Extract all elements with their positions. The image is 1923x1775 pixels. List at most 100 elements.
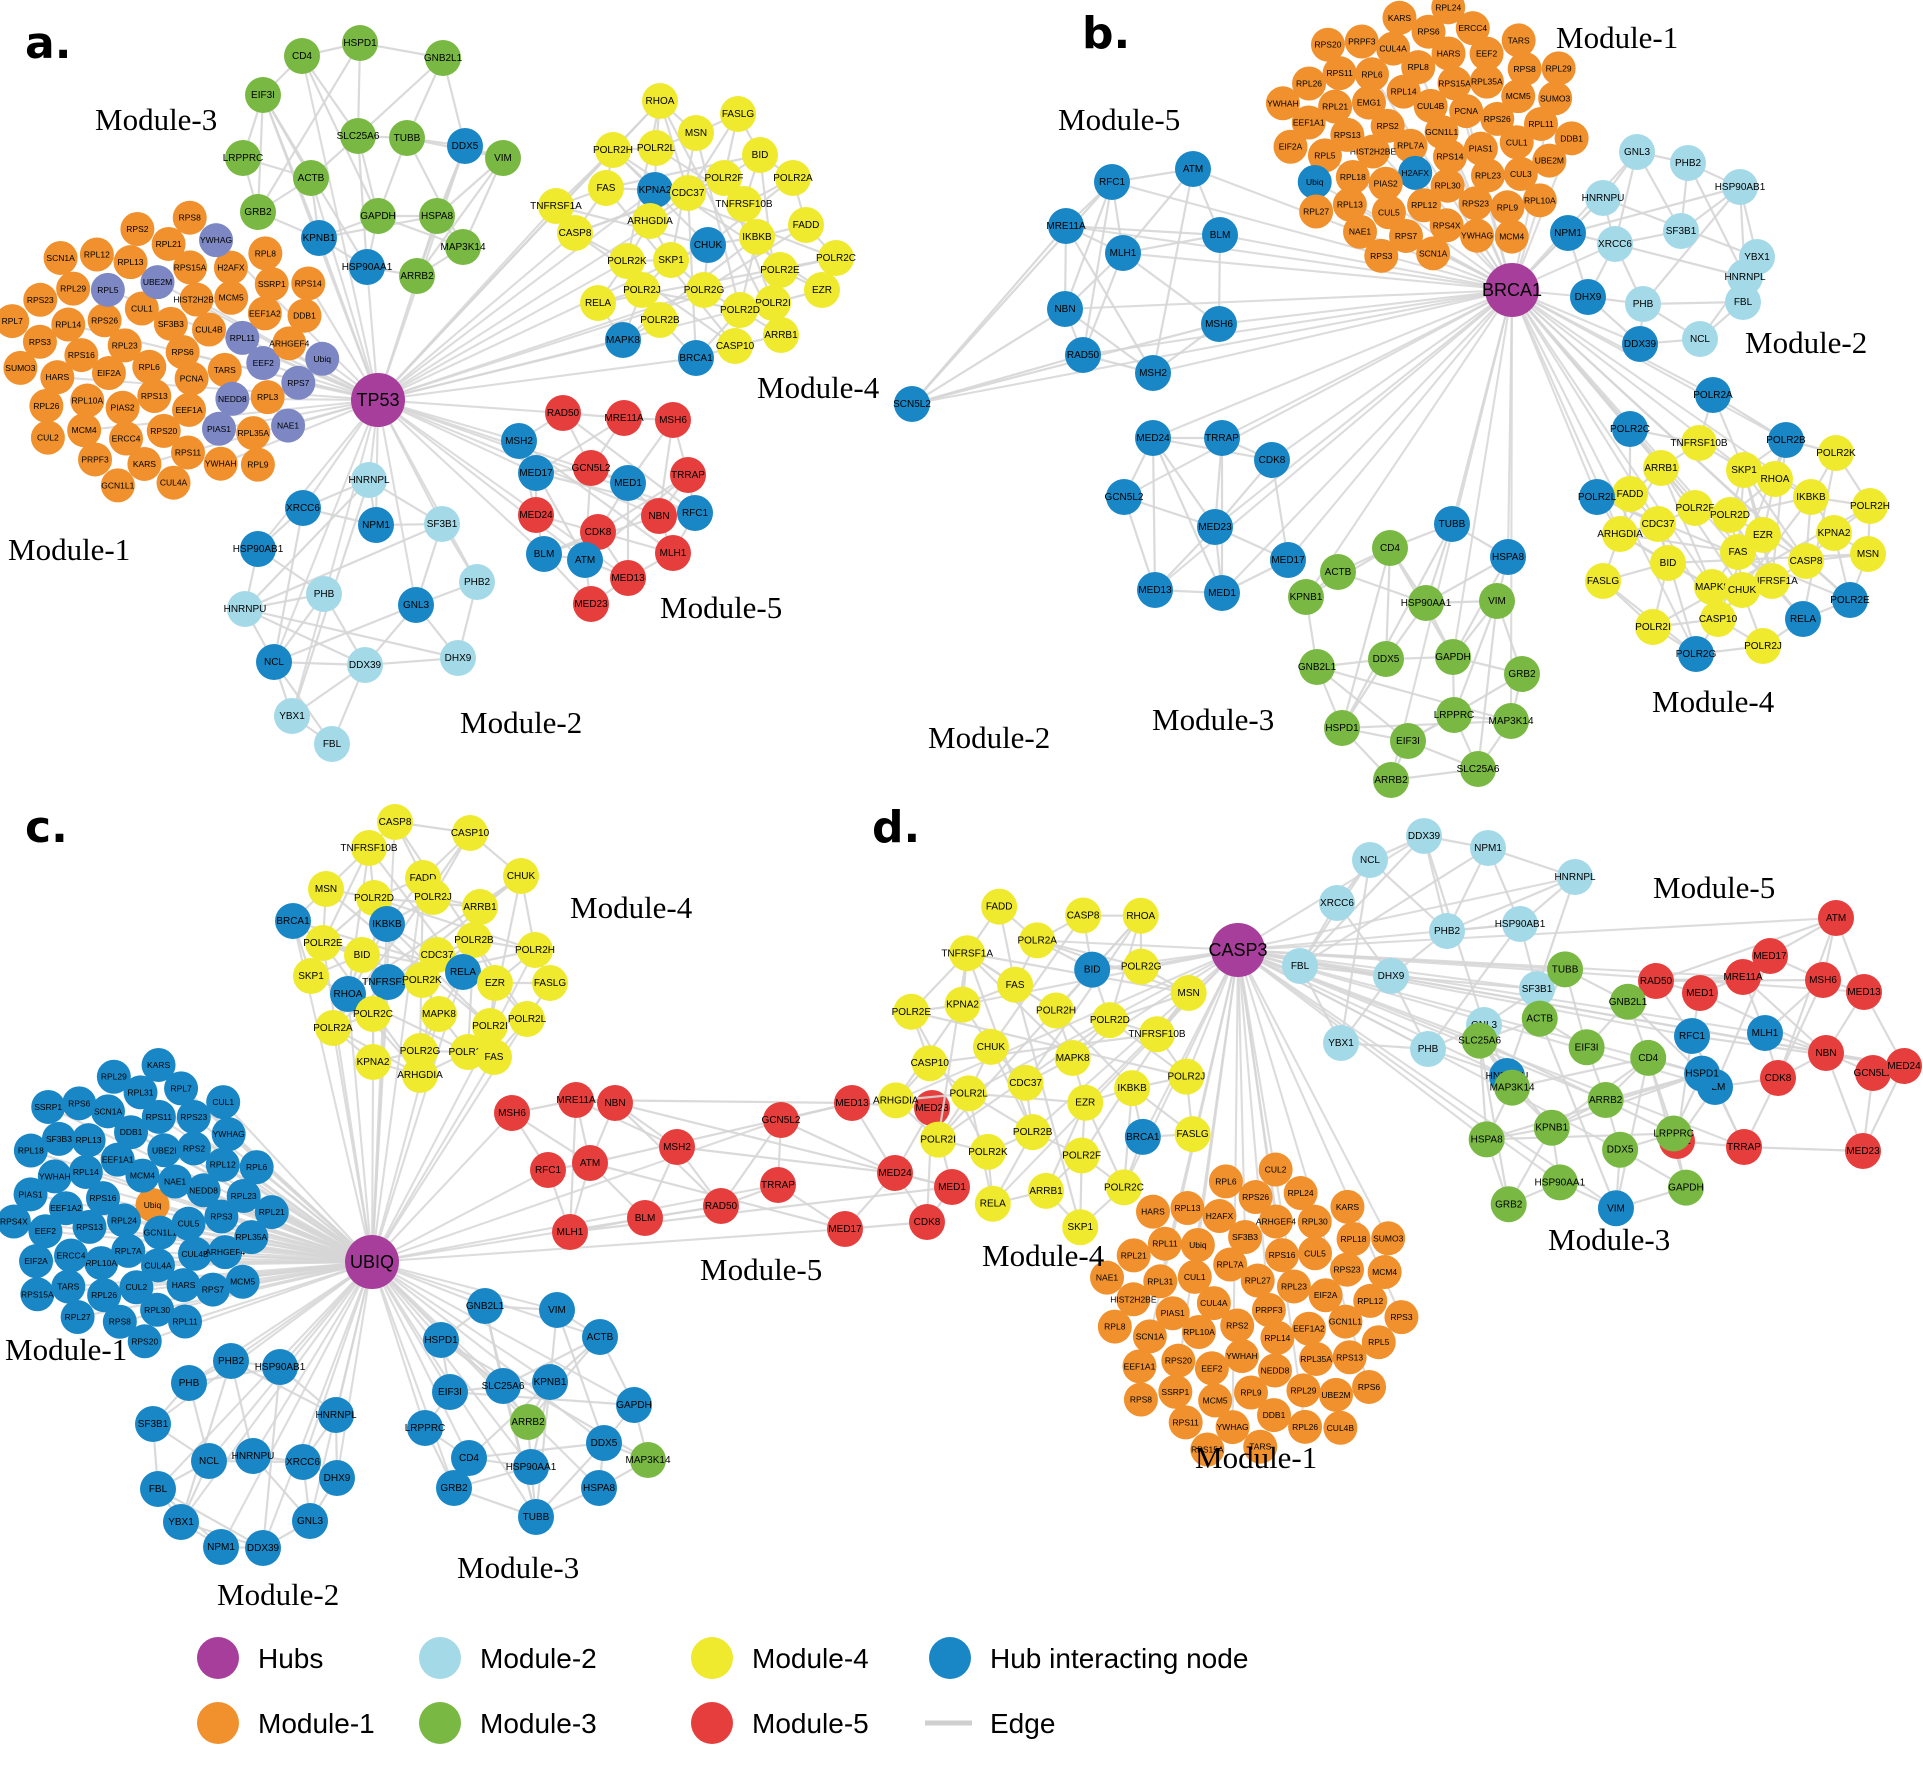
node-circle-FBL[interactable] bbox=[140, 1471, 176, 1507]
node-IKBKB[interactable]: IKBKB bbox=[369, 906, 405, 942]
node-circle-MSN[interactable] bbox=[1850, 536, 1886, 572]
node-CUL4A[interactable]: CUL4A bbox=[1376, 31, 1411, 66]
node-circle-CDK8[interactable] bbox=[1254, 442, 1290, 478]
hub-node-CASP3[interactable] bbox=[1211, 923, 1265, 977]
node-circle-RPL14[interactable] bbox=[68, 1154, 103, 1189]
node-circle-RPL11[interactable] bbox=[1147, 1226, 1182, 1261]
node-POLR2G[interactable]: POLR2G bbox=[1676, 636, 1717, 672]
node-circle-GRB2[interactable] bbox=[436, 1470, 472, 1506]
node-circle-TARS[interactable] bbox=[1243, 1429, 1278, 1464]
node-TRRAP[interactable]: TRRAP bbox=[670, 457, 706, 493]
node-circle-MSN[interactable] bbox=[678, 115, 714, 151]
node-HNRNPL[interactable]: HNRNPL bbox=[348, 462, 390, 498]
node-CHUK[interactable]: CHUK bbox=[972, 1028, 1009, 1065]
node-circle-GCN5L2[interactable] bbox=[1855, 1055, 1891, 1091]
node-circle-RAD50[interactable] bbox=[1065, 337, 1101, 373]
node-RPL14[interactable]: RPL14 bbox=[1260, 1320, 1295, 1355]
node-circle-KPNA2[interactable] bbox=[355, 1044, 391, 1080]
node-circle-FAS[interactable] bbox=[1720, 534, 1756, 570]
node-RPS6[interactable]: RPS6 bbox=[1352, 1369, 1387, 1404]
node-circle-MAPK8[interactable] bbox=[1694, 569, 1730, 605]
node-circle-RPL6[interactable] bbox=[1355, 57, 1390, 92]
node-CUL4B[interactable]: CUL4B bbox=[192, 312, 227, 347]
node-circle-TRRAP[interactable] bbox=[760, 1167, 796, 1203]
node-circle-KPNB1[interactable] bbox=[1533, 1109, 1570, 1146]
node-HSPA8[interactable]: HSPA8 bbox=[419, 198, 455, 234]
node-circle-HSPD1[interactable] bbox=[1324, 710, 1360, 746]
node-circle-POLR2D[interactable] bbox=[1091, 1002, 1128, 1039]
node-YBX1[interactable]: YBX1 bbox=[274, 698, 310, 734]
node-circle-PRPF3[interactable] bbox=[1344, 24, 1379, 59]
node-circle-CUL2[interactable] bbox=[1258, 1152, 1293, 1187]
node-ARHGDIA[interactable]: ARHGDIA bbox=[1597, 516, 1643, 552]
node-circle-DHX9[interactable] bbox=[319, 1460, 355, 1496]
node-GNB2L1[interactable]: GNB2L1 bbox=[466, 1288, 505, 1324]
node-circle-BRCA1[interactable] bbox=[275, 903, 311, 939]
node-ACTB[interactable]: ACTB bbox=[582, 1319, 618, 1355]
node-circle-CDK8[interactable] bbox=[580, 514, 616, 550]
node-circle-MLH1[interactable] bbox=[552, 1214, 588, 1250]
node-circle-RPS26[interactable] bbox=[87, 303, 122, 338]
node-TRRAP[interactable]: TRRAP bbox=[760, 1167, 796, 1203]
node-circle-RPS4X[interactable] bbox=[1429, 208, 1464, 243]
node-CASP8[interactable]: CASP8 bbox=[557, 215, 593, 251]
node-circle-HIST2H2BE[interactable] bbox=[1356, 134, 1391, 169]
node-MCM5[interactable]: MCM5 bbox=[214, 280, 249, 315]
node-YWHAG[interactable]: YWHAG bbox=[199, 223, 234, 258]
node-EIF3I[interactable]: EIF3I bbox=[1568, 1029, 1605, 1066]
node-circle-POLR2B[interactable] bbox=[1768, 422, 1804, 458]
node-circle-Ubiq[interactable] bbox=[135, 1188, 170, 1222]
node-circle-RPL13[interactable] bbox=[1332, 187, 1367, 222]
node-circle-CUL4A[interactable] bbox=[1196, 1286, 1231, 1321]
node-circle-CASP8[interactable] bbox=[1065, 897, 1102, 934]
node-circle-RPS6[interactable] bbox=[62, 1086, 97, 1121]
node-circle-GNB2L1[interactable] bbox=[425, 40, 461, 76]
node-circle-RPL7A[interactable] bbox=[111, 1233, 146, 1268]
node-circle-SF3B1[interactable] bbox=[1519, 971, 1555, 1007]
node-circle-RPL13[interactable] bbox=[71, 1123, 106, 1158]
node-circle-POLR2L[interactable] bbox=[509, 1001, 545, 1037]
node-MED23[interactable]: MED23 bbox=[573, 586, 609, 622]
node-RPL29[interactable]: RPL29 bbox=[1286, 1373, 1321, 1408]
node-circle-GCN5L2[interactable] bbox=[763, 1102, 799, 1138]
node-circle-PRPF3[interactable] bbox=[1251, 1293, 1286, 1327]
node-circle-POLR2I[interactable] bbox=[755, 285, 791, 321]
node-circle-NPM1[interactable] bbox=[1470, 830, 1506, 866]
node-circle-PHB[interactable] bbox=[306, 576, 342, 612]
node-MED1[interactable]: MED1 bbox=[1682, 975, 1718, 1011]
node-RPS13[interactable]: RPS13 bbox=[1332, 1340, 1367, 1375]
node-circle-GNL3[interactable] bbox=[292, 1503, 328, 1539]
node-circle-RPL18[interactable] bbox=[1336, 1221, 1371, 1256]
node-circle-TNFRSF10B[interactable] bbox=[1681, 425, 1717, 461]
node-MED1[interactable]: MED1 bbox=[934, 1169, 970, 1205]
node-RPS11[interactable]: RPS11 bbox=[1168, 1405, 1203, 1440]
node-circle-RPL10A[interactable] bbox=[1181, 1314, 1216, 1349]
node-circle-RPL14[interactable] bbox=[1260, 1320, 1295, 1355]
node-circle-RPS11[interactable] bbox=[1322, 56, 1357, 91]
node-circle-MCM5[interactable] bbox=[1198, 1383, 1233, 1418]
node-POLR2D[interactable]: POLR2D bbox=[1090, 1002, 1130, 1039]
node-RPL13[interactable]: RPL13 bbox=[71, 1123, 106, 1158]
node-RPL14[interactable]: RPL14 bbox=[68, 1154, 103, 1189]
node-circle-DDB1[interactable] bbox=[1554, 121, 1589, 156]
node-circle-RPS15A[interactable] bbox=[173, 250, 208, 285]
node-circle-CUL1[interactable] bbox=[1499, 125, 1534, 160]
node-MCM4[interactable]: MCM4 bbox=[1367, 1255, 1402, 1290]
node-NBN[interactable]: NBN bbox=[597, 1085, 633, 1121]
node-circle-SKP1[interactable] bbox=[293, 958, 329, 994]
node-RAD50[interactable]: RAD50 bbox=[1065, 337, 1101, 373]
node-RPL12[interactable]: RPL12 bbox=[1353, 1283, 1388, 1318]
node-POLR2D[interactable]: POLR2D bbox=[720, 292, 760, 328]
node-circle-SCN1A[interactable] bbox=[43, 240, 78, 275]
node-MLH1[interactable]: MLH1 bbox=[1747, 1015, 1783, 1051]
node-YBX1[interactable]: YBX1 bbox=[163, 1504, 199, 1540]
node-circle-CUL1[interactable] bbox=[1177, 1259, 1212, 1294]
node-circle-YWHAH[interactable] bbox=[203, 446, 238, 481]
node-circle-CASP10[interactable] bbox=[1700, 601, 1736, 637]
node-circle-TRRAP[interactable] bbox=[1726, 1129, 1762, 1165]
node-FASLG[interactable]: FASLG bbox=[532, 965, 568, 1001]
node-circle-RPS8[interactable] bbox=[102, 1304, 137, 1339]
node-circle-RPS13[interactable] bbox=[1332, 1340, 1367, 1375]
node-circle-H2AFX[interactable] bbox=[1398, 155, 1433, 190]
node-circle-FASLG[interactable] bbox=[720, 96, 756, 132]
